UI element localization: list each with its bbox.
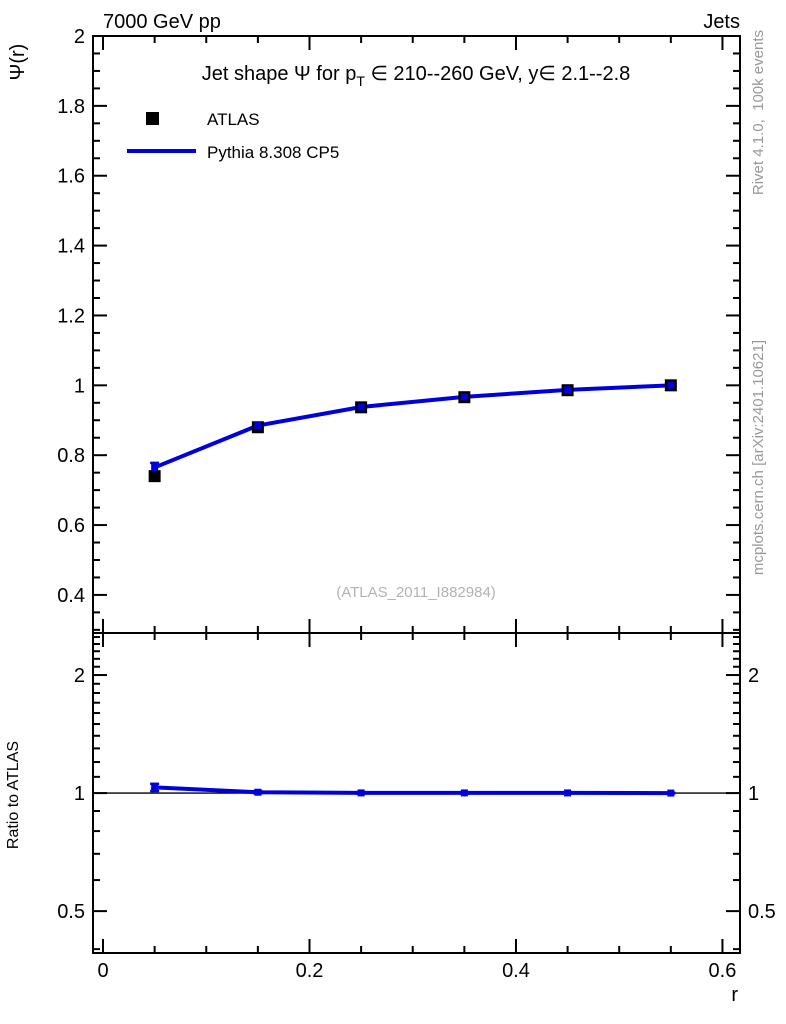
- ratio-tick-label-left: 0.5: [57, 901, 85, 923]
- x-tick-label: 0.4: [502, 960, 530, 982]
- mc-point: [357, 403, 365, 411]
- ratio-point: [357, 789, 365, 797]
- x-tick-label: 0.2: [296, 960, 324, 982]
- generator-version-note: Rivet 4.1.0, 100k events: [750, 30, 767, 195]
- ratio-point: [460, 789, 468, 797]
- analysis-id-watermark: (ATLAS_2011_I882984): [336, 584, 496, 601]
- ratio-point: [151, 783, 159, 791]
- x-axis-label: r: [731, 984, 738, 1006]
- data-layer: [93, 379, 740, 797]
- axes-layer: 2 1.8 1.6 1.4 1.2 1 0.8 0.6 0.4 0 0.2 0.4 0.6 2 2 1 1 0.5…: [57, 26, 776, 982]
- x-tick-label: 0: [97, 960, 108, 982]
- beam-info-header: 7000 GeV pp: [103, 11, 221, 33]
- ratio-axis-label: Ratio to ATLAS: [5, 741, 22, 849]
- analysis-group-header: Jets: [703, 11, 740, 33]
- ratio-curve: [154, 785, 671, 796]
- mc-curve: [153, 383, 671, 470]
- mc-point: [564, 386, 572, 394]
- ratio-tick-label-left: 1: [74, 783, 85, 805]
- y-tick-label: 1: [74, 375, 85, 397]
- main-frame: [92, 35, 741, 634]
- y-tick-label: 0.6: [57, 515, 85, 537]
- y-tick-label: 1.4: [57, 236, 85, 258]
- plot-title: Jet shape Ψ for pT ∈ 210--260 GeV, y∈ 2.…: [202, 63, 631, 89]
- ratio-tick-label-right: 0.5: [748, 901, 776, 923]
- mcplots-reference-note: mcplots.cern.ch [arXiv:2401.10621]: [750, 340, 767, 575]
- ratio-point: [254, 788, 262, 796]
- ratio-tick-label-right: 1: [748, 783, 759, 805]
- legend-marker-atlas: [146, 112, 159, 125]
- mc-point: [151, 463, 159, 471]
- ratio-tick-label-left: 2: [74, 665, 85, 687]
- legend-label-atlas: ATLAS: [207, 110, 260, 129]
- ratio-tick-label-right: 2: [748, 665, 759, 687]
- ratio-point: [667, 789, 675, 797]
- y-tick-label: 1.6: [57, 166, 85, 188]
- y-axis-label: Ψ(r): [7, 44, 29, 81]
- y-tick-label: 1.2: [57, 305, 85, 327]
- legend: ATLAS Pythia 8.308 CP5: [127, 110, 339, 162]
- data-point: [148, 470, 161, 483]
- mc-point: [254, 421, 262, 429]
- x-tick-label: 0.6: [709, 960, 737, 982]
- y-tick-label: 1.8: [57, 96, 85, 118]
- ratio-point: [564, 789, 572, 797]
- mc-point: [460, 393, 468, 401]
- y-tick-label: 2: [74, 26, 85, 48]
- y-tick-label: 0.8: [57, 445, 85, 467]
- y-tick-label: 0.4: [57, 585, 85, 607]
- legend-label-pythia: Pythia 8.308 CP5: [207, 143, 339, 162]
- mc-point: [667, 381, 675, 389]
